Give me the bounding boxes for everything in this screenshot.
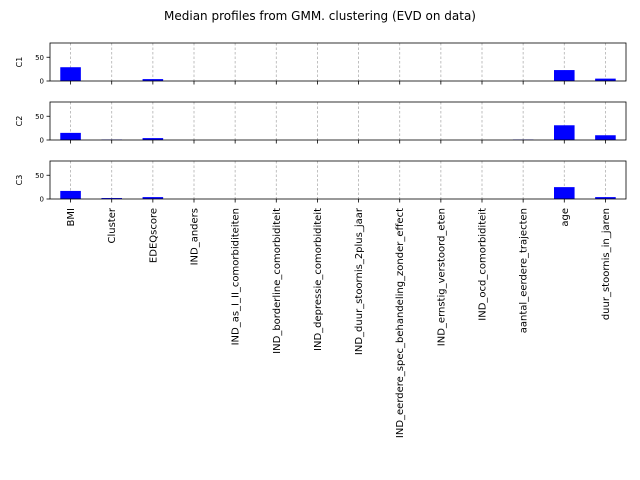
x-tick-label: EDEQscore — [148, 208, 159, 263]
x-tick-label: IND_anders — [190, 208, 201, 265]
x-tick-label: IND_depressie_comorbiditeit — [313, 208, 324, 351]
bar-Cluster — [101, 198, 122, 199]
bar-duur_stoornis_in_jaren — [595, 135, 616, 140]
bar-duur_stoornis_in_jaren — [595, 78, 616, 81]
y-tick-label: 0 — [40, 137, 44, 145]
bar-EDEQscore — [142, 138, 164, 140]
panel-2: 0 50 C2 — [15, 101, 627, 145]
bar-age — [554, 70, 575, 81]
panel-1: 0 50 C1 — [15, 42, 627, 86]
x-tick-label: BMI — [66, 208, 77, 226]
panel-3: 0 50 C3 BMI Cluster EDEQscore IND_anders IND_as… — [15, 160, 627, 438]
y-tick-label: 0 — [40, 196, 44, 204]
x-tick-label: IND_ernstig_verstoord_eten — [436, 208, 447, 346]
y-tick-label: 0 — [40, 78, 44, 86]
x-tick-label: IND_as_I_II_comorbiditeiten — [231, 208, 242, 345]
bar-duur_stoornis_in_jaren — [595, 197, 616, 199]
x-tick-label: IND_borderline_comorbiditeit — [272, 208, 283, 354]
panel-ylabel: C1 — [15, 57, 24, 68]
panel-ylabel: C3 — [15, 175, 24, 186]
bar-age — [554, 187, 575, 199]
bar-age — [554, 125, 575, 140]
x-tick-label: duur_stoornis_in_jaren — [601, 208, 612, 320]
bar-BMI — [60, 190, 81, 199]
x-tick-label: IND_ocd_comorbiditeit — [478, 208, 489, 321]
y-tick-label: 50 — [35, 113, 44, 121]
bar-BMI — [60, 132, 81, 140]
axes-frame — [49, 160, 627, 200]
bar-BMI — [60, 67, 81, 81]
y-tick-label: 50 — [35, 172, 44, 180]
bar-EDEQscore — [142, 79, 164, 81]
x-tick-label: Cluster — [107, 207, 118, 243]
y-tick-label: 50 — [35, 54, 44, 62]
chart-panels: 0 50 C1 0 50 C2 0 50 C3 BMI Cluster EDEQscore IND_an… — [15, 42, 627, 438]
chart-title: Median profiles from GMM. clustering (EV… — [164, 9, 476, 23]
axes-frame — [49, 42, 627, 82]
x-tick-label: IND_duur_stoornis_2plus_jaar — [354, 207, 365, 355]
panel-ylabel: C2 — [15, 116, 24, 127]
x-tick-label: age — [560, 208, 571, 227]
bar-EDEQscore — [142, 197, 164, 199]
x-tick-label: IND_eerdere_spec_behandeling_zonder_effe… — [395, 208, 406, 438]
axes-frame — [49, 101, 627, 141]
x-tick-label: aantal_eerdere_trajecten — [519, 208, 530, 333]
